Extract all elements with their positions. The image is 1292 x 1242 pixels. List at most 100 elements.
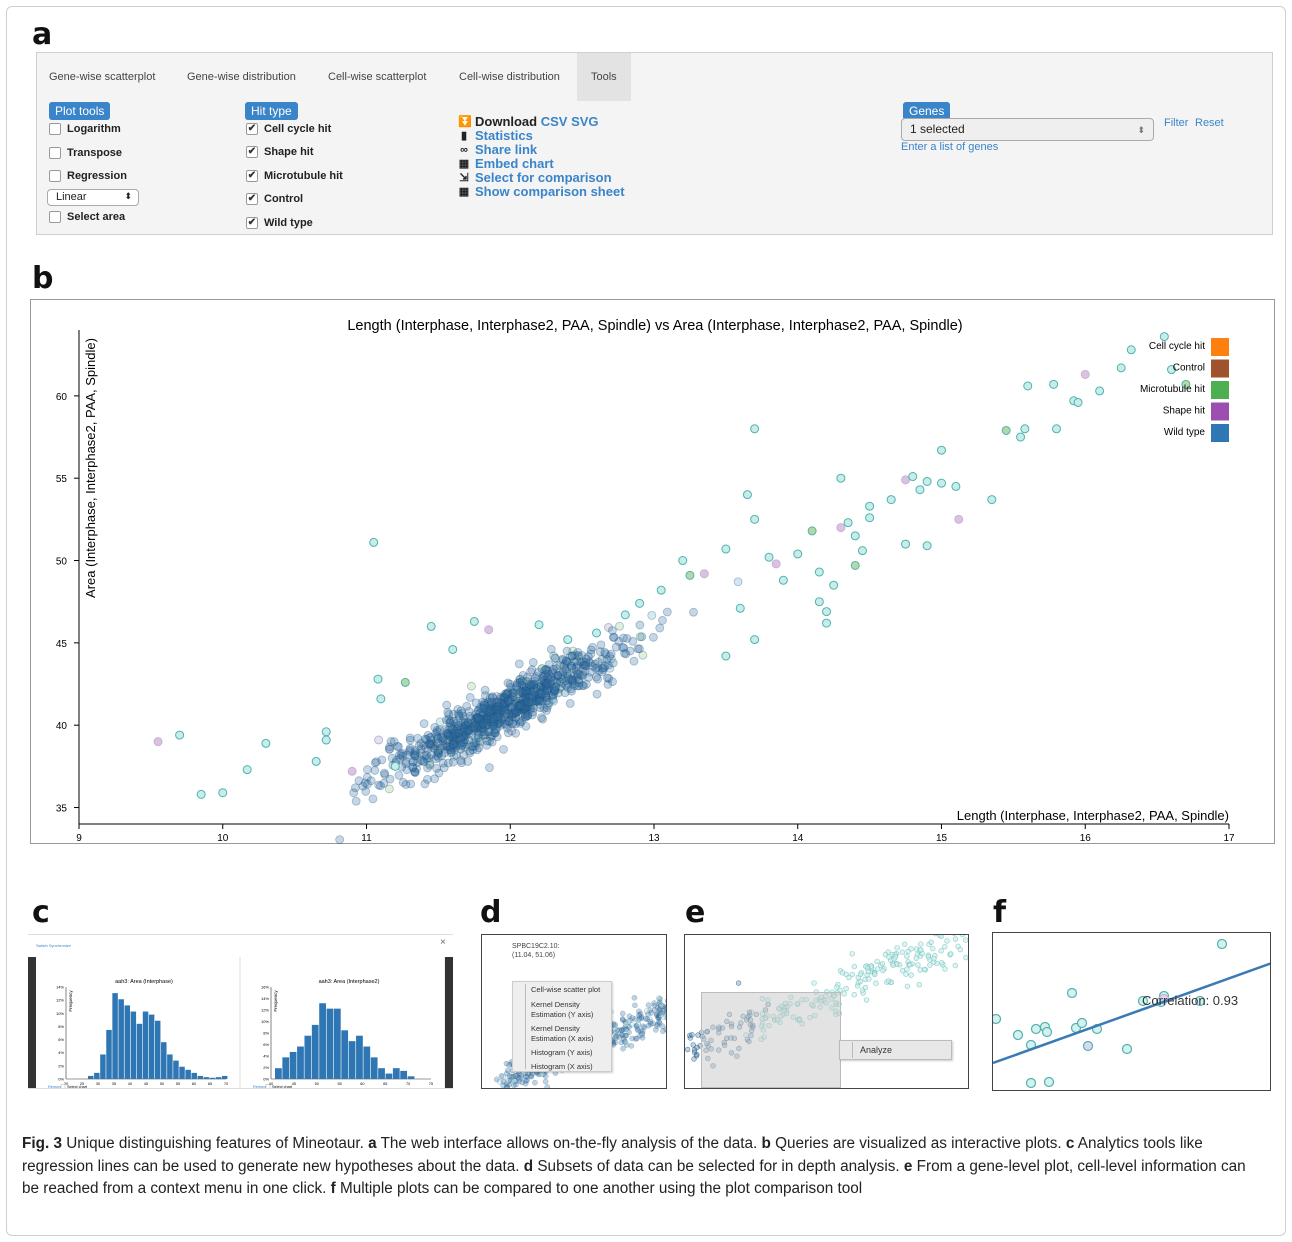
data-point (578, 663, 588, 673)
statistics-link[interactable]: ▮ Statistics (458, 128, 533, 143)
data-point (523, 689, 533, 699)
data-point (608, 677, 617, 687)
data-point (469, 717, 479, 727)
data-point (620, 1036, 627, 1042)
data-point (522, 686, 532, 695)
synchronize-link[interactable]: Switch Synchronize (36, 943, 71, 948)
data-point (534, 697, 544, 706)
data-point (509, 688, 518, 698)
data-point (416, 756, 426, 765)
select-area-checkbox[interactable]: Select area (49, 211, 125, 223)
download-csv-link[interactable]: CSV (540, 114, 568, 129)
data-point (500, 693, 510, 703)
menu-item-histogram-y[interactable]: Histogram (Y axis) (531, 1048, 593, 1057)
data-point (521, 706, 531, 716)
data-point (481, 730, 491, 740)
data-point (487, 697, 497, 707)
data-point (434, 768, 444, 778)
data-point (500, 703, 510, 712)
close-icon[interactable]: × (440, 937, 446, 948)
menu-item-cell-wise-scatter[interactable]: Cell-wise scatter plot (531, 985, 601, 994)
microtubule-hit-checkbox[interactable]: ✔ Microtubule hit (246, 170, 343, 182)
tab-cell-wise-scatterplot[interactable]: Cell-wise scatterplot (328, 71, 427, 83)
data-point (402, 750, 412, 760)
genes-select[interactable]: 1 selected ⬍ (901, 118, 1154, 141)
data-point (475, 702, 485, 712)
data-point (435, 717, 445, 727)
cell-cycle-hit-checkbox[interactable]: ✔ Cell cycle hit (246, 123, 331, 135)
logarithm-checkbox[interactable]: Logarithm (49, 123, 121, 135)
control-checkbox[interactable]: ✔ Control (246, 193, 303, 205)
legend-label: Cell cycle hit (1149, 341, 1205, 352)
data-point (534, 679, 544, 689)
data-point (405, 747, 415, 756)
reset-link[interactable]: Reset (1195, 117, 1224, 129)
data-point (543, 678, 553, 688)
data-point (460, 735, 470, 745)
tab-cell-wise-distribution[interactable]: Cell-wise distribution (459, 71, 560, 83)
data-point (521, 697, 531, 707)
data-point (422, 750, 431, 760)
data-point (534, 620, 544, 630)
data-point (647, 1018, 654, 1025)
data-point (562, 656, 572, 666)
shape-hit-checkbox[interactable]: ✔ Shape hit (246, 146, 314, 158)
data-point (521, 702, 531, 711)
share-link[interactable]: ∞ Share link (458, 142, 537, 157)
show-comparison-link[interactable]: ▦ Show comparison sheet (458, 184, 625, 199)
data-point (494, 719, 504, 729)
histogram-y-tick: 6% (58, 1037, 64, 1042)
transpose-checkbox[interactable]: Transpose (49, 147, 122, 159)
data-point (549, 651, 559, 661)
data-point (477, 727, 487, 736)
scatter-plot[interactable]: Length (Interphase, Interphase2, PAA, Sp… (31, 300, 1276, 881)
data-point (394, 770, 404, 780)
data-point (552, 661, 561, 671)
data-point (373, 674, 383, 684)
data-point (557, 674, 567, 684)
data-point (498, 702, 508, 711)
data-point (437, 733, 446, 743)
data-point (632, 1035, 639, 1042)
histogram-bar (319, 1003, 326, 1079)
data-point (907, 962, 913, 968)
tab-gene-wise-distribution[interactable]: Gene-wise distribution (187, 71, 296, 83)
checkbox-label: Control (264, 193, 304, 205)
tab-tools[interactable]: Tools (577, 53, 631, 101)
menu-item-histogram-x[interactable]: Histogram (X axis) (531, 1062, 593, 1071)
data-point (460, 720, 470, 730)
data-point (544, 660, 554, 670)
data-point (459, 750, 468, 760)
data-point (505, 702, 515, 712)
data-point (517, 676, 527, 686)
data-point (886, 495, 896, 505)
menu-item-kde-y[interactable]: Kernel Density Estimation (Y axis) (531, 1000, 594, 1019)
data-point (463, 718, 473, 728)
filter-link[interactable]: Filter (1164, 117, 1189, 129)
menu-item-kde-x[interactable]: Kernel Density Estimation (X axis) (531, 1024, 594, 1043)
data-point (484, 703, 494, 713)
data-point (480, 685, 490, 695)
tab-gene-wise-scatterplot[interactable]: Gene-wise scatterplot (49, 71, 156, 83)
data-point (552, 671, 562, 681)
download-svg-link[interactable]: SVG (571, 114, 599, 129)
analyze-menu-item[interactable]: Analyze (860, 1045, 893, 1055)
data-point (457, 741, 466, 751)
data-point (452, 729, 461, 739)
checkbox-label: Wild type (264, 217, 313, 229)
embed-chart-link[interactable]: ▦ Embed chart (458, 156, 554, 171)
scale-select[interactable]: Linear ⬍ (47, 189, 139, 206)
selection-rectangle[interactable] (701, 992, 841, 1088)
data-point (611, 642, 621, 652)
data-point (459, 729, 469, 739)
data-point (513, 703, 523, 713)
data-point (664, 998, 666, 1004)
data-point (917, 967, 923, 973)
regression-checkbox[interactable]: Regression (49, 170, 127, 182)
data-point (449, 733, 459, 743)
data-point (512, 1072, 519, 1079)
wild-type-checkbox[interactable]: ✔ Wild type (246, 217, 313, 229)
data-point (658, 1012, 664, 1019)
enter-gene-list-link[interactable]: Enter a list of genes (901, 141, 999, 153)
select-comparison-link[interactable]: ⇲ Select for comparison (458, 170, 611, 185)
